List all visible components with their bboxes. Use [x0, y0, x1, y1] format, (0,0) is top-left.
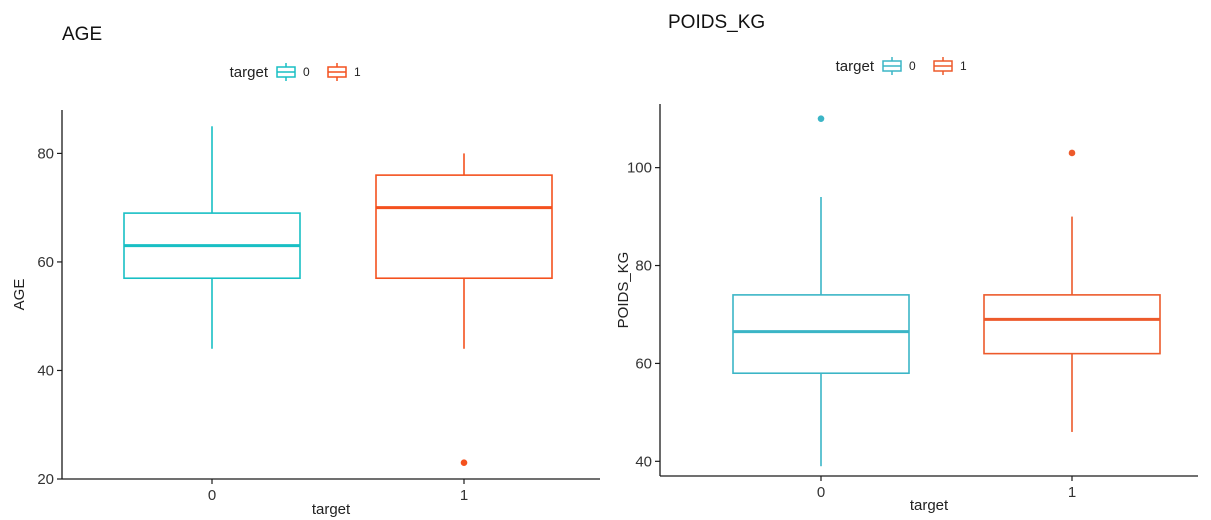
- legend-key-0: [276, 63, 296, 81]
- boxplot-0: [732, 115, 910, 467]
- legend-label: 0: [909, 59, 916, 73]
- x-tick-label: 0: [817, 484, 825, 501]
- boxplot-0: [123, 126, 301, 349]
- legend-label: 1: [354, 65, 361, 79]
- chart-title: AGE: [62, 24, 102, 45]
- iqr-box: [983, 294, 1161, 355]
- y-tick-label: 80: [635, 258, 652, 275]
- chart-title: POIDS_KG: [668, 12, 765, 33]
- y-tick-label: 40: [37, 362, 54, 379]
- y-tick-label: 60: [635, 355, 652, 372]
- legend-label: 0: [303, 65, 310, 79]
- legend-label: 1: [960, 59, 967, 73]
- legend-key-1: [933, 57, 953, 75]
- y-axis-title: AGE: [11, 279, 28, 311]
- y-tick-label: 80: [37, 145, 54, 162]
- outlier-point: [460, 459, 468, 467]
- outlier-point: [817, 115, 825, 122]
- iqr-box: [732, 294, 910, 375]
- legend: target 0 1: [836, 57, 967, 75]
- iqr-box: [375, 174, 553, 280]
- x-tick-label: 0: [208, 487, 216, 504]
- chart-age: AGE target 0 1 20 40 60 80 0 1 target AGE: [11, 24, 600, 518]
- x-tick-label: 1: [1068, 484, 1076, 501]
- x-axis-title: target: [910, 497, 949, 514]
- legend-key-1: [327, 63, 347, 81]
- y-tick-label: 60: [37, 254, 54, 271]
- legend: target 0 1: [230, 63, 361, 81]
- y-tick-label: 40: [635, 453, 652, 470]
- outlier-point: [1068, 149, 1076, 157]
- x-axis-title: target: [312, 501, 351, 518]
- y-tick-label: 100: [627, 160, 652, 177]
- legend-title: target: [230, 64, 269, 81]
- legend-title: target: [836, 58, 875, 75]
- y-tick-label: 20: [37, 471, 54, 488]
- x-tick-label: 1: [460, 487, 468, 504]
- boxplot-1: [983, 149, 1161, 432]
- boxplot-1: [375, 153, 553, 467]
- legend-key-0: [882, 57, 902, 75]
- y-axis-title: POIDS_KG: [615, 252, 632, 329]
